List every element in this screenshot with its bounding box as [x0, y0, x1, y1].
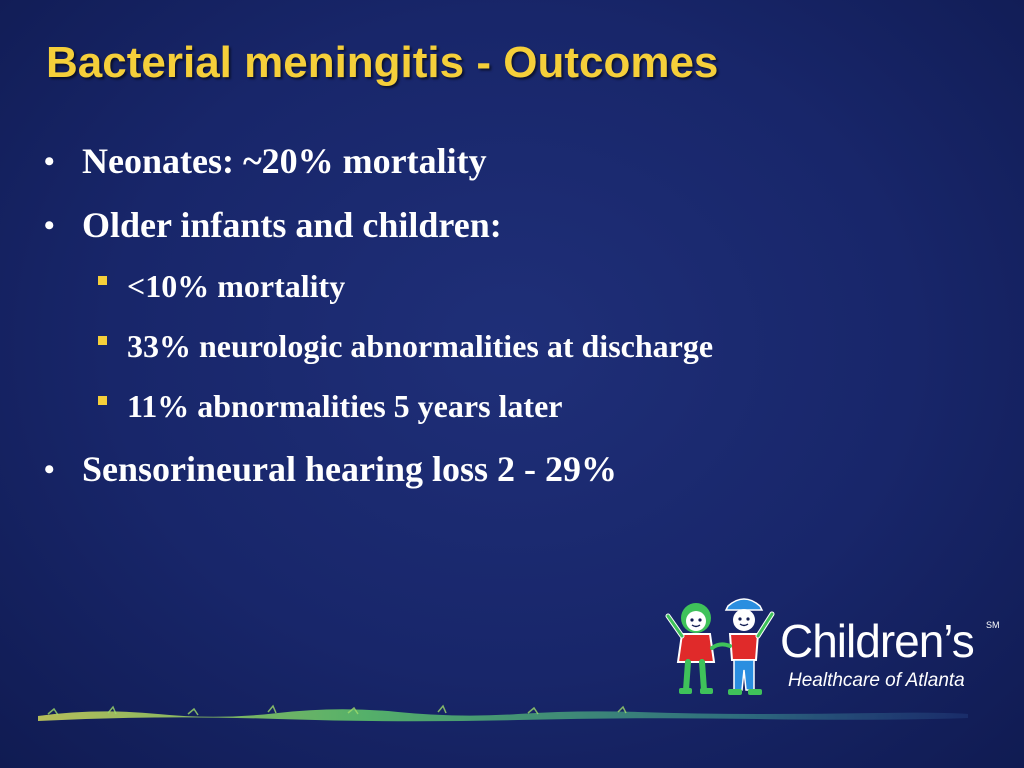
sub-bullet-text: 11% abnormalities 5 years later: [127, 388, 563, 424]
bullet-text: Neonates: ~20% mortality: [82, 141, 487, 181]
logo-subtitle: Healthcare of Atlanta: [788, 670, 965, 691]
sub-bullet-item: 11% abnormalities 5 years later: [98, 388, 562, 425]
bullet-item: • Neonates: ~20% mortality: [44, 140, 487, 182]
decorative-grass-stripe: [38, 704, 968, 722]
bullet-item: • Older infants and children:: [44, 204, 502, 246]
bullet-text: Older infants and children:: [82, 205, 502, 245]
bullet-text: Sensorineural hearing loss 2 - 29%: [82, 449, 618, 489]
bullet-dot-icon: •: [44, 145, 55, 178]
sub-bullet-text: 33% neurologic abnormalities at discharg…: [127, 328, 714, 364]
bullet-dot-icon: •: [44, 453, 55, 486]
bullet-item: • Sensorineural hearing loss 2 - 29%: [44, 448, 617, 490]
logo-service-mark: SM: [986, 620, 1000, 630]
square-bullet-icon: [98, 396, 107, 405]
logo-name: Children’s: [780, 615, 975, 667]
slide-title: Bacterial meningitis - Outcomes: [46, 38, 719, 87]
sub-bullet-text: <10% mortality: [127, 268, 346, 304]
childrens-healthcare-logo: Children’s SM Healthcare of Atlanta: [662, 590, 1002, 702]
kids-figures-icon: [665, 598, 775, 695]
square-bullet-icon: [98, 336, 107, 345]
square-bullet-icon: [98, 276, 107, 285]
sub-bullet-item: 33% neurologic abnormalities at discharg…: [98, 328, 713, 365]
sub-bullet-item: <10% mortality: [98, 268, 345, 305]
bullet-dot-icon: •: [44, 209, 55, 242]
